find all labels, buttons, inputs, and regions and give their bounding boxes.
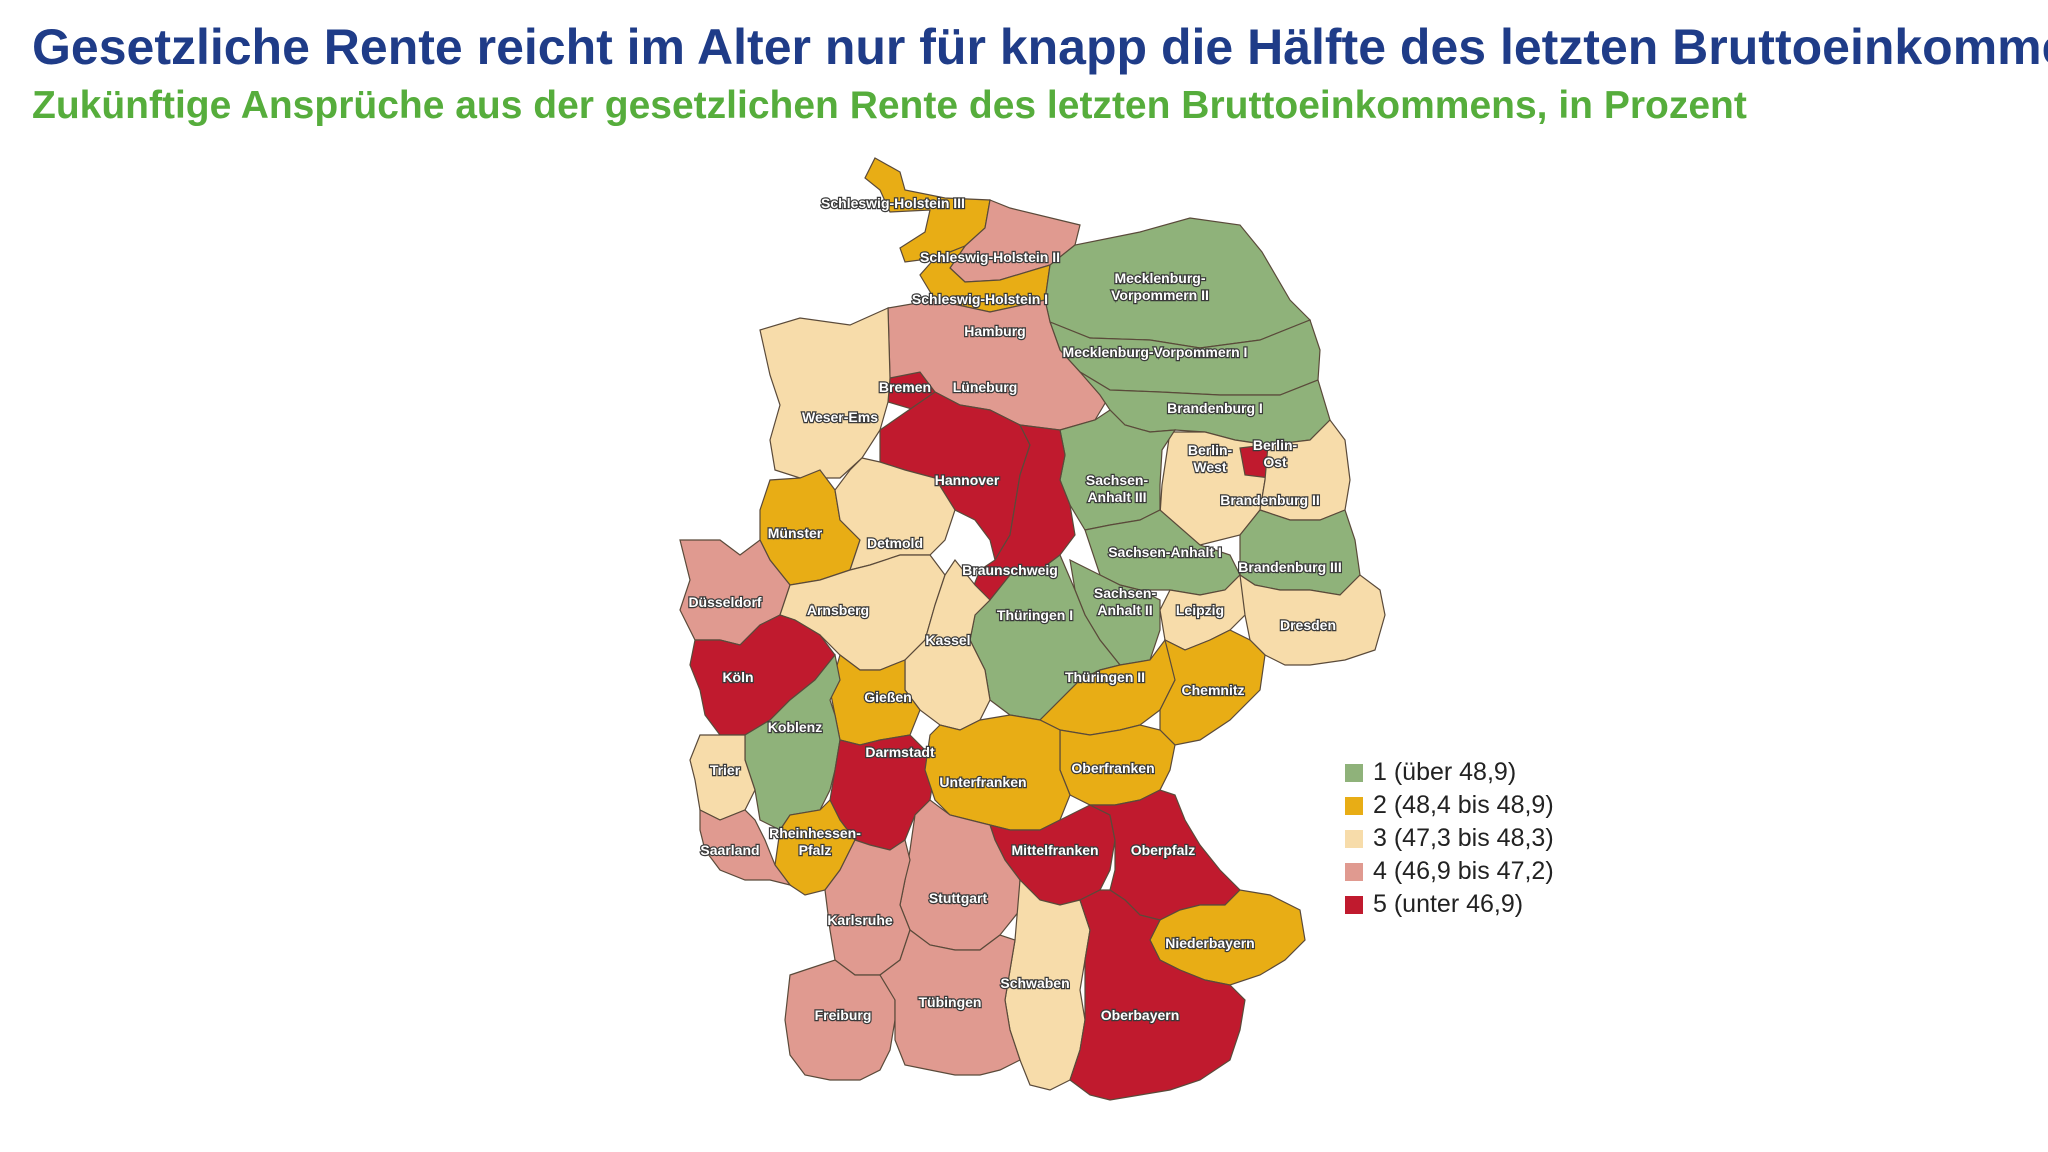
region-label: Thüringen II	[1065, 669, 1145, 685]
legend-label: 4 (46,9 bis 47,2)	[1373, 857, 1554, 885]
region-label: Hannover	[935, 472, 1000, 488]
region-label: Dresden	[1280, 617, 1336, 633]
region-weser-ems	[759, 307, 891, 479]
region-label: Saarland	[700, 842, 759, 858]
region-label: Darmstadt	[865, 744, 935, 760]
legend-item: 5 (unter 46,9)	[1345, 888, 1554, 921]
region-label: Tübingen	[919, 994, 982, 1010]
region-leipzig	[1159, 574, 1256, 651]
region-label: Karlsruhe	[827, 912, 893, 928]
region-label: Mecklenburg-Vorpommern II	[1111, 270, 1209, 303]
region-label: Schleswig-Holstein II	[920, 249, 1060, 265]
region-lüneburg	[887, 299, 1111, 431]
region-label: Brandenburg III	[1238, 559, 1341, 575]
region-label: Stuttgart	[929, 890, 988, 906]
page-title: Gesetzliche Rente reicht im Alter nur fü…	[32, 19, 2048, 75]
region-label: Koblenz	[768, 719, 822, 735]
region-label: Mecklenburg-Vorpommern I	[1063, 344, 1248, 360]
region-label: Mittelfranken	[1011, 842, 1098, 858]
region-label: Schwaben	[1000, 975, 1069, 991]
legend-label: 2 (48,4 bis 48,9)	[1373, 791, 1554, 819]
region-label: Oberpfalz	[1131, 842, 1196, 858]
legend-item: 4 (46,9 bis 47,2)	[1345, 855, 1554, 888]
region-label: Lüneburg	[953, 379, 1018, 395]
region-label: Detmold	[867, 535, 923, 551]
legend-label: 5 (unter 46,9)	[1373, 890, 1524, 918]
region-label: Schleswig-Holstein I	[912, 291, 1048, 307]
region-label: Berlin-West	[1188, 442, 1233, 475]
region-label: Rheinhessen-Pfalz	[769, 825, 861, 858]
region-saarland	[699, 809, 792, 886]
region-label: Schleswig-Holstein III	[821, 195, 965, 211]
legend-label: 1 (über 48,9)	[1373, 758, 1517, 786]
legend-item: 1 (über 48,9)	[1345, 756, 1554, 789]
legend-swatch	[1345, 763, 1363, 782]
region-label: Braunschweig	[962, 562, 1058, 578]
region-label: Weser-Ems	[802, 409, 878, 425]
region-label: Trier	[710, 762, 741, 778]
region-label: Sachsen-Anhalt III	[1086, 472, 1149, 505]
legend-label: 3 (47,3 bis 48,3)	[1373, 824, 1554, 852]
legend-swatch	[1345, 829, 1363, 848]
region-label: Bremen	[879, 379, 931, 395]
region-label: Berlin-Ost	[1253, 437, 1298, 470]
region-label: Köln	[722, 669, 753, 685]
legend-item: 3 (47,3 bis 48,3)	[1345, 822, 1554, 855]
region-label: Sachsen-Anhalt I	[1108, 544, 1222, 560]
region-label: Hamburg	[964, 323, 1025, 339]
region-oberfranken	[1059, 724, 1176, 806]
region-label: Niederbayern	[1165, 935, 1254, 951]
map-legend: 1 (über 48,9) 2 (48,4 bis 48,9) 3 (47,3 …	[1345, 756, 1554, 921]
region-label: Oberfranken	[1071, 760, 1154, 776]
region-label: Leipzig	[1176, 602, 1224, 618]
region-brandenburg-iii	[1239, 509, 1361, 596]
region-label: Sachsen-Anhalt II	[1094, 585, 1157, 618]
region-label: Düsseldorf	[688, 594, 761, 610]
region-label: Arnsberg	[807, 602, 869, 618]
region-label: Unterfranken	[939, 774, 1026, 790]
region-label: Freiburg	[815, 1007, 872, 1023]
region-label: Brandenburg II	[1220, 492, 1320, 508]
page-subtitle: Zukünftige Ansprüche aus der gesetzliche…	[32, 84, 1747, 127]
region-tübingen	[879, 929, 1021, 1076]
region-label: Thüringen I	[997, 607, 1073, 623]
region-schleswig-holstein-iii	[864, 157, 991, 263]
region-label: Gießen	[864, 689, 911, 705]
region-freiburg	[784, 959, 896, 1081]
region-label: Chemnitz	[1182, 682, 1245, 698]
legend-swatch	[1345, 895, 1363, 914]
legend-item: 2 (48,4 bis 48,9)	[1345, 789, 1554, 822]
region-label: Kassel	[925, 632, 970, 648]
region-oberbayern	[1069, 889, 1246, 1101]
region-label: Oberbayern	[1101, 1007, 1180, 1023]
legend-swatch	[1345, 862, 1363, 881]
region-label: Brandenburg I	[1167, 400, 1263, 416]
region-chemnitz	[1159, 629, 1266, 746]
region-label: Münster	[768, 525, 823, 541]
legend-swatch	[1345, 796, 1363, 815]
